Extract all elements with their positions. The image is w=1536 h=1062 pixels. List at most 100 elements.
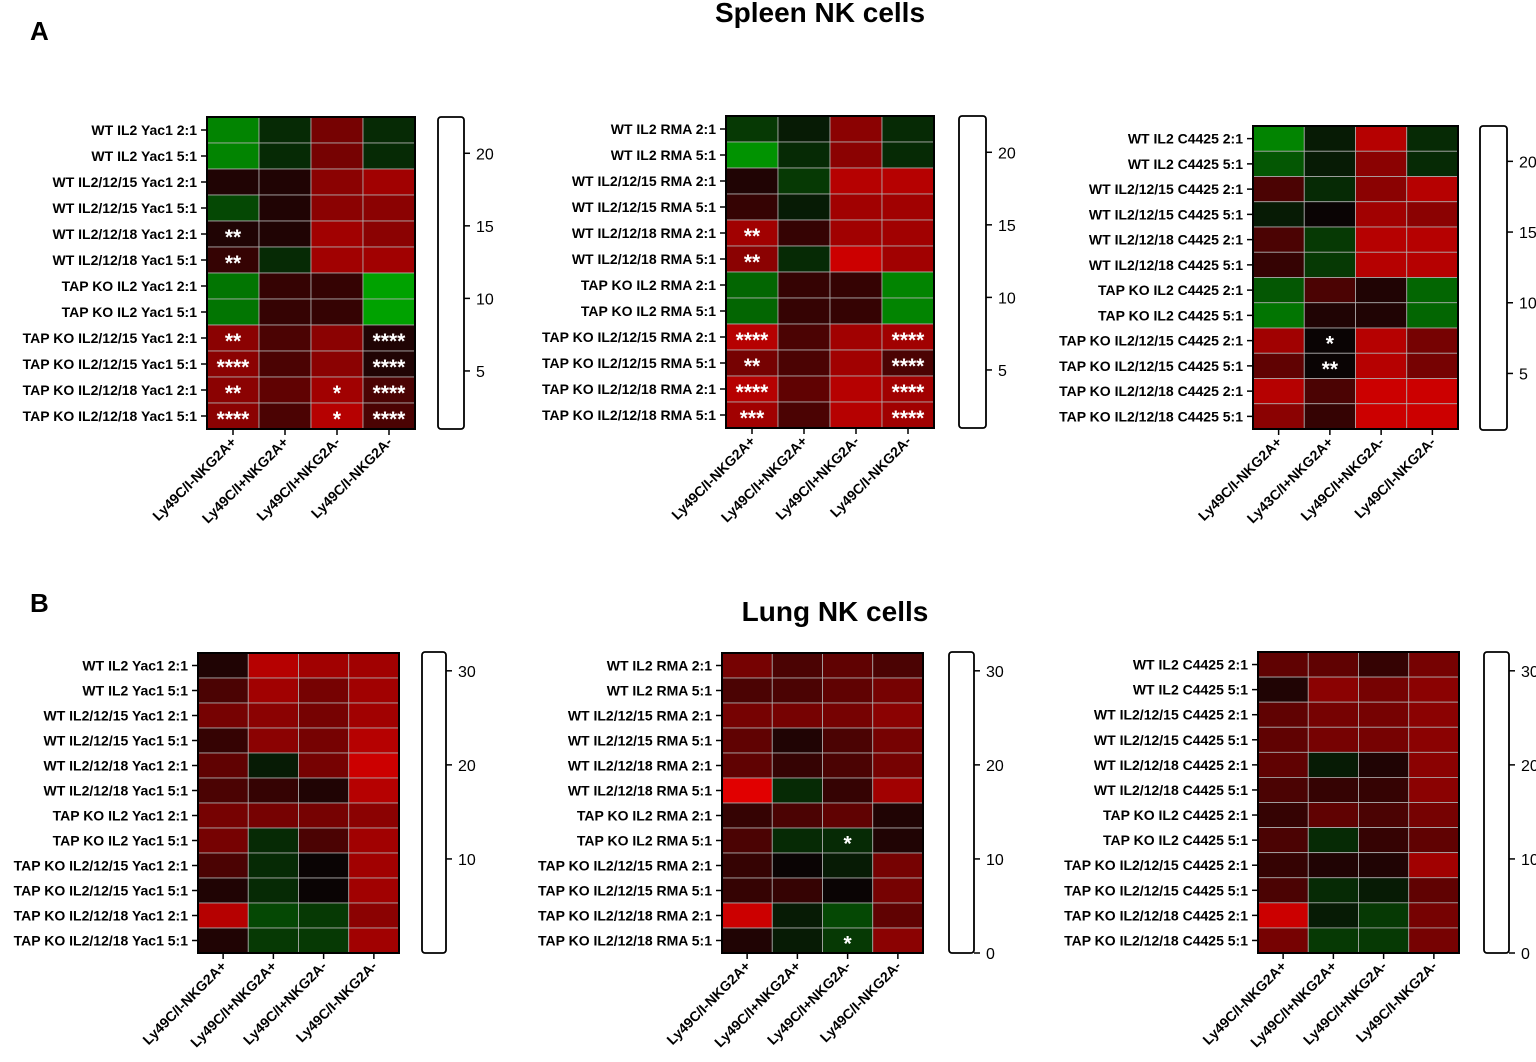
column-label: Ly49C/I+NKG2A-	[764, 958, 854, 1048]
heatmap-cell	[258, 116, 312, 144]
heatmap-cell	[362, 298, 416, 326]
heatmap-cell	[725, 115, 779, 143]
significance-mark: ****	[373, 408, 407, 431]
heatmap-cell	[1408, 777, 1460, 803]
colorbar-tick-label: 10	[986, 852, 1004, 869]
heatmap-cell	[348, 852, 400, 879]
heatmap-cell	[298, 702, 350, 729]
heatmap-cell	[1252, 277, 1305, 304]
significance-mark: ****	[736, 329, 770, 352]
colorbar-tick-label: 5	[1519, 366, 1528, 383]
heatmap-cell	[1358, 751, 1410, 778]
heatmap-cell	[1355, 277, 1408, 304]
row-label: WT IL2/12/15 RMA 5:1	[568, 733, 712, 749]
heatmap-border	[1252, 125, 1459, 430]
colorbar-tick-label: 15	[476, 219, 494, 236]
significance-mark: ****	[892, 329, 926, 352]
heatmap-cell	[725, 297, 779, 325]
heatmap-cell	[247, 677, 299, 704]
heatmap-cell	[1406, 327, 1459, 354]
colorbar-tick-label: 5	[476, 364, 485, 381]
row-label: WT IL2/12/15 Yac1 2:1	[53, 174, 198, 190]
heatmap-cell	[822, 702, 874, 729]
colorbar-tick-label: 15	[1519, 225, 1536, 242]
heatmap-cell	[1355, 352, 1408, 379]
row-label: WT IL2/12/18 Yac1 2:1	[44, 758, 189, 774]
heatmap-cell	[1408, 902, 1460, 929]
heatmap-cell	[1358, 777, 1410, 803]
heatmap-2: ******** ****** ******** ******* ****WT IL2 …	[542, 115, 1016, 525]
heatmap-cell	[1355, 302, 1408, 329]
significance-mark: ****	[217, 356, 251, 379]
heatmap-cell	[872, 802, 924, 829]
row-label: TAP KO IL2 Yac1 2:1	[62, 278, 198, 294]
heatmap-cell	[206, 142, 260, 170]
heatmap-cell	[1257, 651, 1309, 678]
heatmap-cell	[771, 802, 823, 829]
colorbar-tick-label: 20	[1521, 758, 1536, 775]
heatmap-cell	[1408, 802, 1460, 828]
heatmap-cell	[1406, 226, 1459, 253]
heatmap-cell	[206, 168, 260, 196]
row-label: TAP KO IL2 Yac1 2:1	[53, 808, 189, 824]
colorbar	[1483, 651, 1510, 954]
heatmap-cell	[1252, 176, 1305, 203]
colorbar-tick-label: 10	[1521, 852, 1536, 869]
heatmap-cell	[1355, 403, 1408, 430]
row-label: WT IL2/12/18 Yac1 5:1	[44, 783, 189, 799]
heatmap-cell	[1303, 403, 1356, 430]
heatmap-cell	[1257, 827, 1309, 854]
row-label: TAP KO IL2/12/15 C4425 5:1	[1059, 358, 1243, 374]
heatmap-cell	[1406, 176, 1459, 203]
heatmap-cell	[725, 323, 779, 351]
heatmap-cell	[1358, 651, 1410, 678]
heatmap-cell	[829, 297, 883, 325]
row-label: WT IL2/12/15 C4425 2:1	[1094, 707, 1248, 723]
row-label: TAP KO IL2/12/15 C4425 5:1	[1064, 882, 1248, 898]
heatmap-cell	[1303, 302, 1356, 329]
heatmap-cell	[1408, 651, 1460, 678]
heatmap-cell	[348, 877, 400, 904]
heatmap-cell	[1257, 852, 1309, 879]
significance-mark: **	[1322, 358, 1339, 381]
heatmap-cell	[310, 324, 364, 352]
column-label: Ly49C/I+NKG2A-	[240, 958, 330, 1048]
heatmap-cell	[1252, 327, 1305, 354]
heatmap-cell	[725, 349, 779, 377]
heatmap-cell	[1408, 751, 1460, 778]
heatmap-cell	[1307, 877, 1359, 904]
heatmap-cell	[822, 827, 874, 854]
heatmap-cell	[258, 168, 312, 196]
heatmap-cell	[1355, 150, 1408, 177]
row-label: TAP KO IL2/12/15 RMA 2:1	[538, 858, 712, 874]
heatmap-cell	[206, 220, 260, 248]
heatmap-cell	[1406, 201, 1459, 228]
row-label: WT IL2/12/15 RMA 5:1	[572, 199, 716, 215]
heatmap-cell	[298, 802, 350, 829]
heatmap-cell	[881, 115, 935, 143]
row-label: TAP KO IL2/12/18 RMA 5:1	[538, 933, 712, 949]
row-label: WT IL2 C4425 5:1	[1128, 156, 1243, 172]
heatmap-cell	[881, 401, 935, 429]
panel-b-letter: B	[30, 588, 49, 618]
heatmap-cell	[1358, 852, 1410, 879]
colorbar-tick-label: 30	[1521, 664, 1536, 681]
heatmap-cell	[197, 802, 249, 829]
heatmap-cell	[298, 827, 350, 854]
heatmap-cell	[1307, 827, 1359, 854]
significance-mark: **	[744, 225, 761, 248]
heatmap-cell	[197, 752, 249, 779]
heatmap-cell	[362, 220, 416, 248]
heatmap-cell	[872, 927, 924, 954]
row-label: TAP KO IL2/12/18 RMA 2:1	[538, 908, 712, 924]
heatmap-cell	[881, 271, 935, 299]
column-label: Ly49C/I-NKG2A+	[663, 958, 753, 1048]
heatmap-cell	[872, 877, 924, 904]
heatmap-cell	[1257, 902, 1309, 929]
row-label: TAP KO IL2 Yac1 5:1	[53, 833, 189, 849]
heatmap-cell	[872, 852, 924, 879]
heatmap-cell	[258, 220, 312, 248]
heatmap-cell	[1358, 676, 1410, 703]
heatmap-cell	[258, 298, 312, 326]
heatmap-cell	[1358, 726, 1410, 753]
